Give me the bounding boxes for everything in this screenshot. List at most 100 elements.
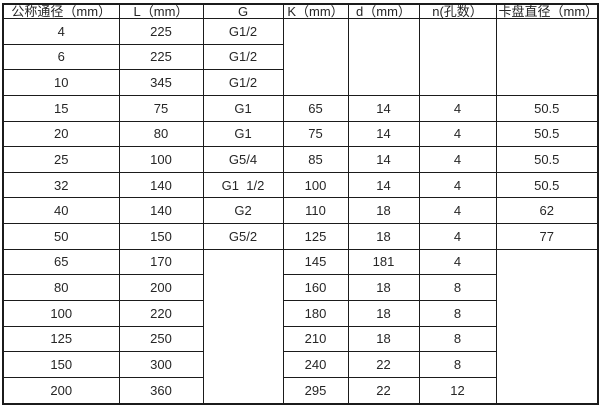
table-cell: 180 — [282, 299, 349, 327]
table-cell: G5/4 — [202, 146, 284, 173]
table-cell: 8 — [418, 274, 497, 301]
table-cell: 110 — [282, 197, 349, 224]
table-row: 65 170 145 181 4 — [2, 248, 599, 405]
table-row: 32 140 G1 1/2 100 14 4 50.5 — [2, 171, 599, 199]
table-cell: 8 — [418, 351, 497, 378]
table-cell: 14 — [347, 120, 420, 148]
table-cell: 160 — [282, 274, 349, 301]
empty-merged-cell — [282, 18, 349, 96]
table-row: 6 225 G1/2 — [2, 43, 598, 71]
table-cell: 181 — [347, 248, 420, 276]
table-cell: 14 — [347, 146, 420, 173]
table-cell: 360 — [118, 376, 204, 405]
table-cell: G1/2 — [202, 18, 284, 45]
table-cell: 4 — [418, 171, 497, 199]
table-cell: 125 — [282, 223, 349, 250]
table-cell: 50.5 — [495, 94, 599, 122]
table-cell: 18 — [347, 299, 420, 327]
table-cell: 62 — [495, 197, 599, 224]
table-cell: 140 — [118, 171, 204, 199]
column-header-5: d（mm） — [347, 3, 420, 19]
table-row: 80 200 160 18 8 — [2, 274, 598, 301]
table-cell: 4 — [418, 197, 497, 224]
table-cell: 77 — [495, 223, 599, 250]
column-header-3: G — [202, 3, 284, 19]
table-cell: G1 — [202, 94, 284, 122]
column-header-2: L（mm） — [118, 3, 204, 19]
table-cell: 22 — [347, 376, 420, 405]
table-cell: 4 — [418, 146, 497, 173]
table-cell: 4 — [418, 248, 497, 276]
table-row: 20 80 G1 75 14 4 50.5 — [2, 120, 599, 148]
table-row: 15 75 G1 65 14 4 50.5 — [2, 94, 599, 122]
table-cell: 220 — [118, 299, 204, 327]
empty-merged-cell — [495, 248, 599, 405]
table-cell: 85 — [282, 146, 349, 173]
table-cell: G1 1/2 — [202, 171, 284, 199]
table-cell: 240 — [282, 351, 349, 378]
table-cell: G5/2 — [202, 223, 284, 250]
table-cell: 18 — [347, 274, 420, 301]
column-header-1: 公称通径（mm） — [2, 3, 120, 19]
table-cell: G2 — [202, 197, 284, 224]
table-body: 4 225 G1/2 6 225 G1/2 10 345 G1/2 15 75 G1 65 14 4 50.5… — [2, 18, 599, 405]
table-cell: 300 — [118, 351, 204, 378]
table-cell: 75 — [282, 120, 349, 148]
table-cell: 80 — [118, 120, 204, 148]
table-cell: 50.5 — [495, 146, 599, 173]
table-cell: 170 — [118, 248, 204, 276]
empty-merged-cell — [347, 18, 420, 96]
table-cell: 14 — [347, 94, 420, 122]
table-cell: 22 — [347, 351, 420, 378]
table-cell: 125 — [2, 325, 120, 353]
table-cell: 20 — [2, 120, 120, 148]
column-header-7: 卡盘直径（mm） — [495, 3, 599, 19]
table-row: 150 300 240 22 8 — [2, 351, 598, 378]
table-cell: 75 — [118, 94, 204, 122]
table-cell: 225 — [118, 18, 204, 45]
table-cell: 65 — [2, 248, 120, 276]
empty-merged-cell — [418, 18, 497, 96]
table-cell: 14 — [347, 171, 420, 199]
table-header: 公称通径（mm） L（mm） G K（mm） d（mm） n(孔数） 卡盘直径（mm） — [2, 3, 599, 19]
table-cell: 6 — [2, 43, 120, 71]
table-cell: 210 — [282, 325, 349, 353]
table-cell: 4 — [418, 223, 497, 250]
table-cell: 150 — [2, 351, 120, 378]
table-cell: 40 — [2, 197, 120, 224]
table-cell: G1/2 — [202, 69, 284, 96]
table-cell: 25 — [2, 146, 120, 173]
column-header-6: n(孔数） — [418, 3, 497, 19]
table-cell: 10 — [2, 69, 120, 96]
table-cell: 15 — [2, 94, 120, 122]
table-cell: 12 — [418, 376, 497, 405]
table-cell: 18 — [347, 325, 420, 353]
table-cell: 200 — [118, 274, 204, 301]
table-cell: 4 — [418, 94, 497, 122]
table-cell: 200 — [2, 376, 120, 405]
table-cell: 50 — [2, 223, 120, 250]
header-row: 公称通径（mm） L（mm） G K（mm） d（mm） n(孔数） 卡盘直径（mm） — [2, 3, 599, 19]
table-cell: 100 — [2, 299, 120, 327]
table-row: 200 360 295 22 12 — [2, 376, 598, 405]
table-row: 50 150 G5/2 125 18 4 77 — [2, 223, 599, 250]
table-cell: 150 — [118, 223, 204, 250]
table-cell: 4 — [2, 18, 120, 45]
table-row: 125 250 210 18 8 — [2, 325, 598, 353]
table-row: 40 140 G2 110 18 4 62 — [2, 197, 599, 224]
table-cell: 295 — [282, 376, 349, 405]
table-cell: 32 — [2, 171, 120, 199]
table-cell: 250 — [118, 325, 204, 353]
table-cell: 100 — [118, 146, 204, 173]
table-row: 4 225 G1/2 — [2, 18, 599, 96]
table-cell: G1 — [202, 120, 284, 148]
table-cell: 18 — [347, 197, 420, 224]
table-row: 25 100 G5/4 85 14 4 50.5 — [2, 146, 599, 173]
table-cell: 4 — [418, 120, 497, 148]
table-cell: 140 — [118, 197, 204, 224]
table-cell: 18 — [347, 223, 420, 250]
table-cell: 8 — [418, 325, 497, 353]
table-cell: 80 — [2, 274, 120, 301]
